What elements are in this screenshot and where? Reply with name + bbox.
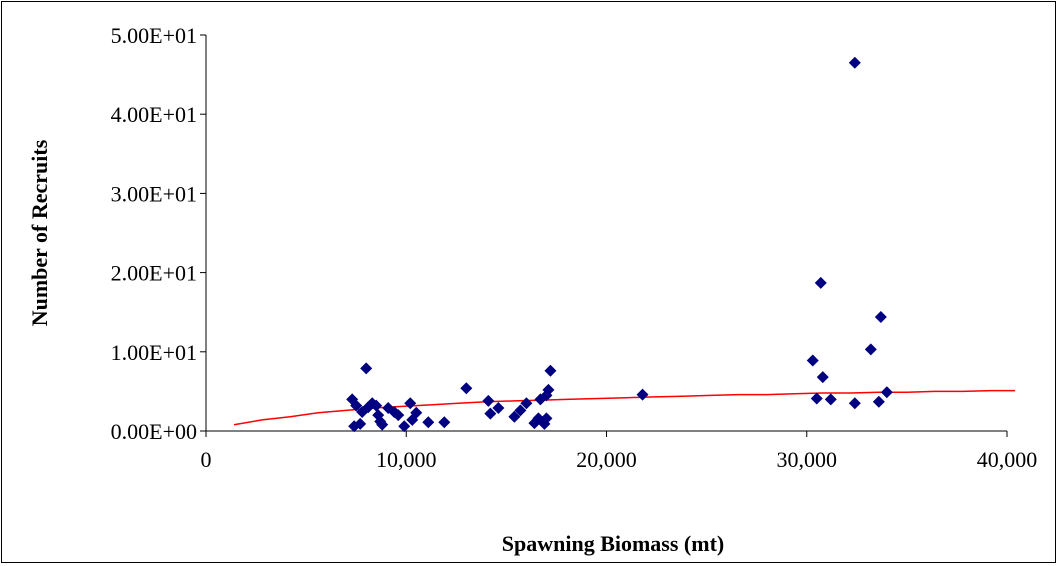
recruit-point [810, 392, 823, 405]
recruit-point [880, 386, 893, 399]
recruit-point [482, 394, 495, 407]
recruit-point [874, 310, 887, 323]
recruit-point [520, 397, 533, 410]
recruit-point [544, 364, 557, 377]
y-tick-label: 3.00E+01 [111, 181, 197, 206]
recruit-point [354, 417, 367, 430]
recruit-point [460, 382, 473, 395]
recruit-point [848, 56, 861, 69]
recruit-point [514, 404, 527, 417]
recruit-point [438, 416, 451, 429]
x-tick-label: 0 [201, 447, 212, 472]
recruit-point [370, 399, 383, 412]
recruit-point [864, 343, 877, 356]
recruit-point [508, 410, 521, 423]
x-tick-label: 40,000 [977, 447, 1038, 472]
y-tick-label: 1.00E+01 [111, 340, 197, 365]
recruit-point [492, 402, 505, 415]
y-tick-label: 4.00E+01 [111, 102, 197, 127]
y-axis: 0.00E+00 1.00E+01 2.00E+01 3.00E+01 4.00E+01… [111, 23, 207, 444]
recruit-point [636, 388, 649, 401]
y-tick-label: 2.00E+01 [111, 261, 197, 286]
recruit-point [806, 354, 819, 367]
recruit-points-series [346, 56, 893, 433]
recruit-point [376, 418, 389, 431]
recruit-point [410, 406, 423, 419]
recruit-point [350, 399, 363, 412]
recruit-point [872, 395, 885, 408]
recruit-point [540, 412, 553, 425]
recruit-point [360, 362, 373, 375]
recruit-point [848, 397, 861, 410]
y-tick-label: 5.00E+01 [111, 23, 197, 48]
x-axis: 0 10,000 20,000 30,000 40,000 [201, 430, 1038, 472]
recruit-point [392, 409, 405, 422]
recruit-point [404, 397, 417, 410]
x-tick-label: 30,000 [777, 447, 838, 472]
y-axis-title: Number of Recruits [27, 139, 52, 326]
recruit-point [814, 276, 827, 289]
recruit-point [398, 420, 411, 433]
recruit-point [816, 371, 829, 384]
recruit-point [824, 393, 837, 406]
x-tick-label: 10,000 [376, 447, 437, 472]
recruit-point [484, 407, 497, 420]
recruit-point [542, 383, 555, 396]
x-tick-label: 20,000 [576, 447, 637, 472]
y-tick-label: 0.00E+00 [111, 419, 197, 444]
recruit-point [422, 416, 435, 429]
x-axis-title: Spawning Biomass (mt) [502, 531, 724, 556]
